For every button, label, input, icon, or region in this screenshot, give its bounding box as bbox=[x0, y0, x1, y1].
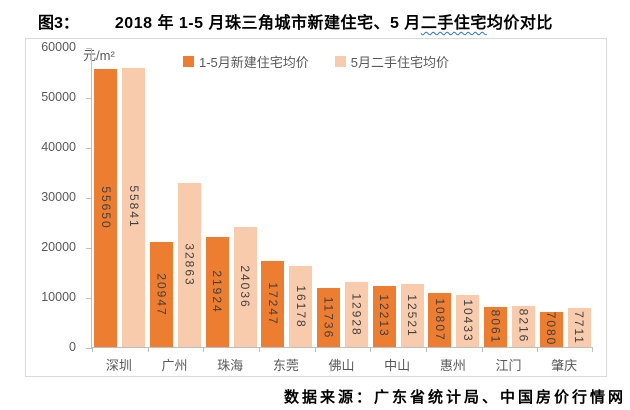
category-group: 11736 12928 bbox=[315, 48, 371, 347]
x-axis-tick-mark bbox=[147, 347, 149, 352]
y-axis-tick-label: 10000 bbox=[41, 290, 76, 304]
x-axis-tick-mark bbox=[426, 347, 427, 352]
legend-swatch-icon bbox=[182, 56, 194, 67]
category-group: 12213 12521 bbox=[370, 48, 426, 347]
x-axis-labels: 深圳 广州 珠海 东莞 佛山 中山 惠州 江门 肇庆 bbox=[91, 355, 592, 375]
bar-value-label: 8061 bbox=[488, 309, 503, 345]
x-axis-category-label: 惠州 bbox=[439, 358, 466, 373]
bar-secondhand-price: 12928 bbox=[344, 282, 368, 347]
x-axis-tick-mark bbox=[203, 347, 205, 352]
x-axis-category-label: 东莞 bbox=[272, 358, 299, 373]
chart-legend: 1-5月新建住宅均价 5月二手住宅均价 bbox=[26, 52, 606, 71]
x-axis-category-label: 深圳 bbox=[105, 358, 132, 373]
legend-item: 1-5月新建住宅均价 bbox=[182, 52, 309, 71]
bar-new-home-price: 17247 bbox=[261, 260, 285, 347]
bar-secondhand-price: 16178 bbox=[289, 266, 313, 347]
y-axis-tick-label: 60000 bbox=[41, 40, 76, 54]
bar-value-label: 11736 bbox=[321, 296, 336, 339]
bar-value-label: 8216 bbox=[516, 309, 531, 344]
y-axis-tick-mark bbox=[86, 248, 92, 249]
y-axis-tick-mark bbox=[86, 298, 92, 299]
y-axis-tick-mark bbox=[86, 148, 92, 149]
y-axis-tick-label: 0 bbox=[69, 340, 76, 354]
bar-secondhand-price: 55841 bbox=[122, 67, 146, 347]
bar-secondhand-price: 8216 bbox=[511, 305, 535, 347]
x-axis-tick-mark bbox=[481, 347, 483, 352]
category-group: 17247 16178 bbox=[259, 48, 315, 347]
bar-value-label: 32863 bbox=[182, 243, 197, 287]
legend-item: 5月二手住宅均价 bbox=[334, 52, 450, 71]
bar-value-label: 21924 bbox=[210, 270, 225, 314]
bar-value-label: 55650 bbox=[98, 186, 113, 230]
category-group: 8061 8216 bbox=[482, 48, 538, 347]
figure-label: 图3： bbox=[38, 15, 79, 32]
bar-new-home-price: 21924 bbox=[205, 237, 229, 347]
legend-swatch-icon bbox=[334, 56, 346, 67]
plot-area: 55650 55841 20947 32863 21924 24036 17247 16178… bbox=[86, 48, 593, 352]
category-group: 21924 24036 bbox=[203, 48, 259, 347]
category-group: 7080 7711 bbox=[537, 48, 593, 347]
data-source-note: 数据来源：广东省统计局、中国房价行情网 bbox=[283, 389, 626, 406]
legend-item-label: 1-5月新建住宅均价 bbox=[198, 55, 309, 70]
bar-value-label: 55841 bbox=[126, 185, 141, 230]
title-text-wavy-underline: 二手住宅 bbox=[420, 15, 487, 32]
bar-secondhand-price: 7711 bbox=[567, 308, 591, 347]
y-axis-tick-mark bbox=[86, 98, 92, 99]
bar-value-label: 16178 bbox=[293, 284, 308, 329]
bar-new-home-price: 12213 bbox=[372, 285, 396, 347]
x-axis-category-label: 肇庆 bbox=[551, 358, 578, 373]
x-axis-tick-mark bbox=[537, 347, 539, 352]
category-group: 20947 32863 bbox=[148, 48, 204, 347]
legend-item-label: 5月二手住宅均价 bbox=[350, 55, 450, 70]
bar-value-label: 12521 bbox=[405, 294, 420, 338]
bar-new-home-price: 10807 bbox=[428, 293, 452, 347]
title-text-before: 2018 年 1-5 月珠三角城市新建住宅、5 月 bbox=[114, 15, 421, 32]
bar-value-label: 10807 bbox=[432, 298, 447, 342]
y-axis-unit-label: 元/m² bbox=[83, 48, 115, 63]
bar-value-label: 24036 bbox=[238, 265, 253, 309]
y-axis-tick-mark bbox=[86, 348, 92, 349]
bar-value-label: 17247 bbox=[265, 282, 280, 326]
x-axis-tick-mark bbox=[92, 347, 93, 352]
x-axis-tick-mark bbox=[592, 347, 593, 352]
x-axis-category-label: 珠海 bbox=[217, 358, 244, 373]
x-axis-category-label: 广州 bbox=[161, 358, 188, 373]
x-axis-category-label: 中山 bbox=[384, 358, 411, 373]
y-axis-tick-label: 30000 bbox=[41, 190, 76, 204]
bar-new-home-price: 20947 bbox=[149, 242, 173, 347]
bar-new-home-price: 7080 bbox=[539, 311, 563, 347]
category-group: 10807 10433 bbox=[426, 48, 482, 347]
figure-title-text: 2018 年 1-5 月珠三角城市新建住宅、5 月二手住宅均价对比 bbox=[115, 9, 553, 33]
y-axis-tick-label: 40000 bbox=[41, 140, 76, 154]
x-axis-category-label: 佛山 bbox=[328, 358, 355, 373]
bar-value-label: 12928 bbox=[349, 293, 364, 337]
bar-secondhand-price: 24036 bbox=[233, 226, 257, 347]
x-axis-category-label: 江门 bbox=[495, 358, 522, 373]
bar-value-label: 12213 bbox=[377, 294, 392, 339]
y-axis-labels: 60000 50000 40000 30000 20000 10000 0 bbox=[26, 40, 84, 354]
x-axis-tick-mark bbox=[370, 347, 372, 352]
y-axis-tick-label: 50000 bbox=[41, 90, 76, 104]
y-axis-tick-label: 20000 bbox=[41, 240, 76, 254]
x-axis-tick-mark bbox=[314, 347, 316, 352]
bar-new-home-price: 11736 bbox=[316, 288, 340, 347]
y-axis-tick-mark bbox=[86, 48, 92, 49]
chart-object[interactable]: 1-5月新建住宅均价 5月二手住宅均价 元/m² 60000 50000 40000 3… bbox=[25, 38, 607, 377]
bar-value-label: 20947 bbox=[154, 272, 169, 317]
y-axis-tick-mark bbox=[86, 198, 92, 199]
bar-secondhand-price: 10433 bbox=[456, 294, 480, 347]
x-axis-tick-mark bbox=[259, 347, 260, 352]
bar-secondhand-price: 32863 bbox=[177, 182, 201, 347]
figure-title: 图3： 2018 年 1-5 月珠三角城市新建住宅、5 月二手住宅均价对比 bbox=[38, 9, 553, 33]
bar-value-label: 7711 bbox=[572, 310, 587, 345]
title-text-after: 均价对比 bbox=[486, 15, 553, 32]
bar-value-label: 7080 bbox=[544, 311, 559, 347]
bar-secondhand-price: 12521 bbox=[400, 284, 424, 347]
bar-new-home-price: 8061 bbox=[483, 306, 507, 347]
category-group: 55650 55841 bbox=[92, 48, 148, 347]
bar-new-home-price: 55650 bbox=[94, 68, 118, 347]
bar-value-label: 10433 bbox=[460, 299, 475, 343]
